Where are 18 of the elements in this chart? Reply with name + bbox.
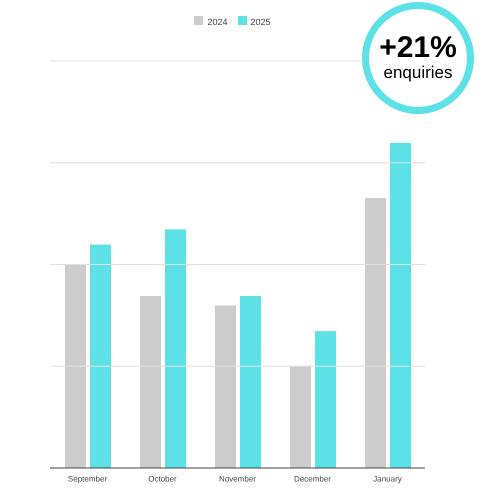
x-tick-label: November: [219, 474, 256, 484]
bar: [240, 296, 261, 468]
bar: [290, 366, 311, 468]
bar: [215, 305, 236, 468]
legend-label: 2024: [207, 17, 228, 27]
legend-label: 2025: [250, 17, 271, 27]
x-tick-label: October: [148, 474, 178, 484]
x-tick-label: September: [68, 474, 108, 484]
bar: [65, 264, 86, 468]
bar: [140, 296, 161, 468]
bar: [390, 142, 411, 468]
bar: [165, 229, 186, 468]
x-tick-label: December: [294, 474, 332, 484]
circle-outline: +21% enquiries: [362, 2, 474, 114]
bar: [365, 198, 386, 468]
x-tick-label: January: [373, 474, 402, 484]
bar: [315, 331, 336, 468]
bar: [90, 244, 111, 468]
